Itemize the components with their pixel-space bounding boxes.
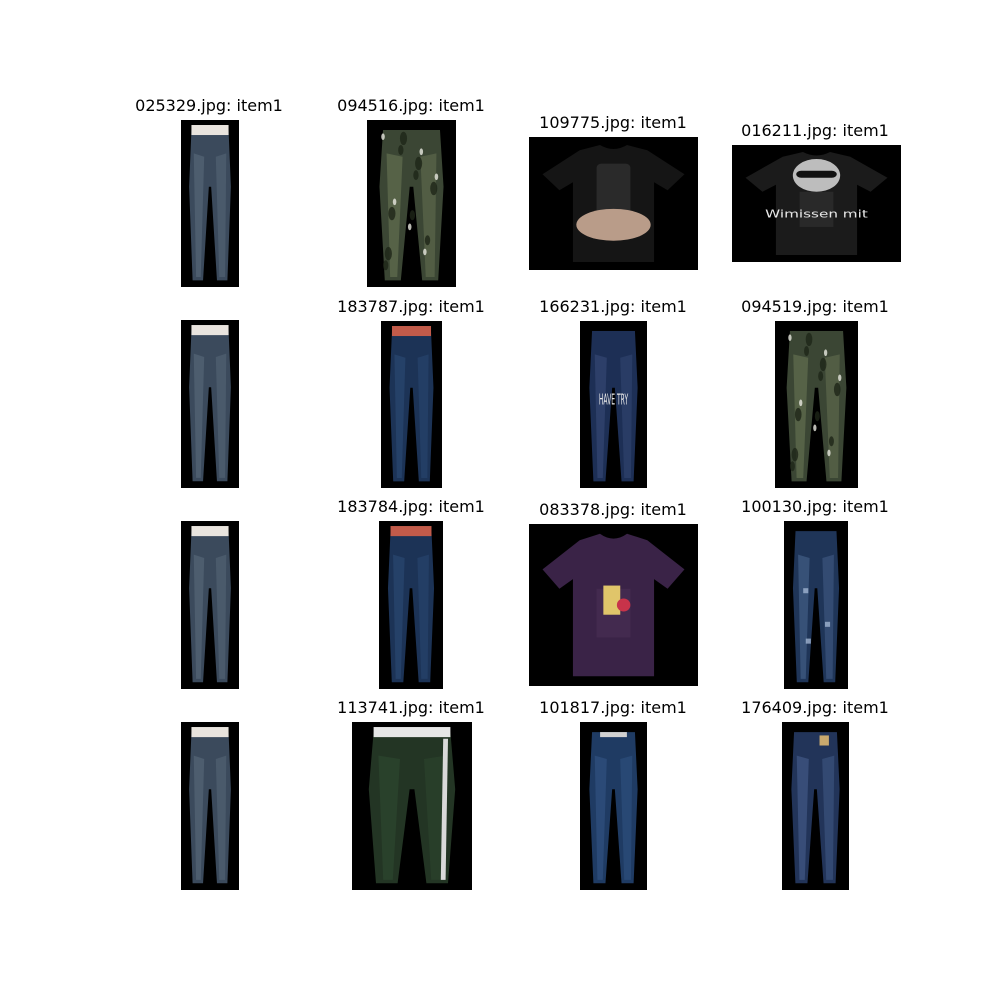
camo-pants-illustration xyxy=(379,130,444,281)
purple-tee-thumbnail xyxy=(529,524,698,686)
cell-title: 025329.jpg: item1 xyxy=(135,96,283,115)
cell-title: 101817.jpg: item1 xyxy=(539,698,687,717)
shirt-selfie-thumbnail xyxy=(529,137,698,270)
jeans-back-illustration xyxy=(189,727,231,884)
camo-pants-thumbnail xyxy=(367,120,456,287)
jeans-front-illustration xyxy=(387,526,435,683)
green-track-illustration xyxy=(368,727,456,884)
purple-tee-illustration xyxy=(542,533,685,677)
jeans-ripped-thumbnail xyxy=(784,521,848,689)
cell-title: 100130.jpg: item1 xyxy=(741,497,889,516)
jeans-ripped-illustration xyxy=(792,531,840,683)
printed-jeans-illustration: HAVE TRY xyxy=(589,331,638,482)
camo-jogger-illustration xyxy=(786,331,847,482)
cell-title: 166231.jpg: item1 xyxy=(539,297,687,316)
jeans-back-illustration xyxy=(189,325,231,482)
cell-title: 183784.jpg: item1 xyxy=(337,497,485,516)
jeans-front-illustration xyxy=(389,326,434,482)
camo-jogger-thumbnail xyxy=(775,321,858,488)
green-track-pants-thumbnail xyxy=(352,722,472,890)
cell-title: 094516.jpg: item1 xyxy=(337,96,485,115)
jeans-front-thumbnail xyxy=(379,521,443,689)
print-text: HAVE TRY xyxy=(599,390,629,408)
cell-title: 109775.jpg: item1 xyxy=(539,113,687,132)
jeans-back-illustration xyxy=(189,125,231,281)
cell-title: 083378.jpg: item1 xyxy=(539,500,687,519)
jeans-back-illustration xyxy=(189,526,231,683)
selfie-shirt-illustration xyxy=(542,144,685,263)
graphic-tee-thumbnail: Wimissen mit xyxy=(732,145,901,262)
cell-title: 094519.jpg: item1 xyxy=(741,297,889,316)
jeans-front-thumbnail xyxy=(381,321,442,488)
cell-title: 113741.jpg: item1 xyxy=(337,698,485,717)
jeans-back-thumbnail xyxy=(181,320,239,488)
jeans-back-thumbnail xyxy=(782,722,849,890)
print-text: Wimissen mit xyxy=(765,209,868,221)
jeans-back-thumbnail xyxy=(181,722,239,890)
jeans-back2-illustration xyxy=(791,732,840,884)
jeans-belt-thumbnail xyxy=(580,722,647,890)
cell-title: 016211.jpg: item1 xyxy=(741,121,889,140)
printed-jeans-thumbnail: HAVE TRY xyxy=(580,321,647,488)
cell-title: 183787.jpg: item1 xyxy=(337,297,485,316)
cell-title: 176409.jpg: item1 xyxy=(741,698,889,717)
graphic-tee-illustration: Wimissen mit xyxy=(745,152,888,255)
jeans-back-thumbnail xyxy=(181,120,239,287)
jeans-belt-illustration xyxy=(589,732,638,884)
jeans-back-thumbnail xyxy=(181,521,239,689)
